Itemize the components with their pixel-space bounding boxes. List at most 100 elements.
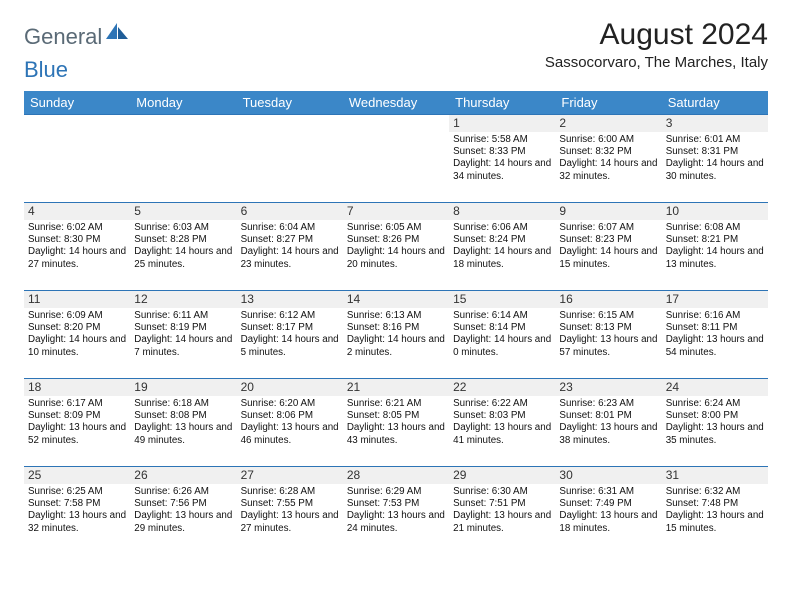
daylight-text: Daylight: 14 hours and 34 minutes. [453,158,551,182]
weekday-header: Wednesday [343,91,449,115]
day-number: 9 [555,203,661,220]
sunrise-text: Sunrise: 6:16 AM [666,310,764,322]
daylight-text: Daylight: 14 hours and 30 minutes. [666,158,764,182]
daylight-text: Daylight: 14 hours and 13 minutes. [666,246,764,270]
calendar-day-cell: 5Sunrise: 6:03 AMSunset: 8:28 PMDaylight… [130,203,236,291]
daylight-text: Daylight: 13 hours and 49 minutes. [134,422,232,446]
calendar-day-cell: 21Sunrise: 6:21 AMSunset: 8:05 PMDayligh… [343,379,449,467]
daylight-text: Daylight: 14 hours and 25 minutes. [134,246,232,270]
logo-sail-icon [106,23,128,46]
daylight-text: Daylight: 13 hours and 18 minutes. [559,510,657,534]
calendar-day-cell: 26Sunrise: 6:26 AMSunset: 7:56 PMDayligh… [130,467,236,555]
sunrise-text: Sunrise: 5:58 AM [453,134,551,146]
calendar-day-cell: 6Sunrise: 6:04 AMSunset: 8:27 PMDaylight… [237,203,343,291]
daylight-text: Daylight: 14 hours and 20 minutes. [347,246,445,270]
day-number: 10 [662,203,768,220]
daylight-text: Daylight: 13 hours and 41 minutes. [453,422,551,446]
sunset-text: Sunset: 8:24 PM [453,234,551,246]
daylight-text: Daylight: 13 hours and 52 minutes. [28,422,126,446]
daylight-text: Daylight: 14 hours and 27 minutes. [28,246,126,270]
daylight-text: Daylight: 14 hours and 0 minutes. [453,334,551,358]
title-block: August 2024 Sassocorvaro, The Marches, I… [545,18,768,71]
day-number: 6 [237,203,343,220]
day-number: 1 [449,115,555,132]
calendar-day-cell: 29Sunrise: 6:30 AMSunset: 7:51 PMDayligh… [449,467,555,555]
sunset-text: Sunset: 7:48 PM [666,498,764,510]
sunset-text: Sunset: 8:31 PM [666,146,764,158]
calendar-day-cell: 27Sunrise: 6:28 AMSunset: 7:55 PMDayligh… [237,467,343,555]
sunrise-text: Sunrise: 6:14 AM [453,310,551,322]
page-subtitle: Sassocorvaro, The Marches, Italy [545,54,768,71]
brand-part2: Blue [24,57,68,83]
day-number: 31 [662,467,768,484]
calendar-day-cell: 18Sunrise: 6:17 AMSunset: 8:09 PMDayligh… [24,379,130,467]
weekday-header: Saturday [662,91,768,115]
sunrise-text: Sunrise: 6:30 AM [453,486,551,498]
calendar-day-cell: 19Sunrise: 6:18 AMSunset: 8:08 PMDayligh… [130,379,236,467]
day-number: 22 [449,379,555,396]
day-number: 7 [343,203,449,220]
calendar-day-cell: 4Sunrise: 6:02 AMSunset: 8:30 PMDaylight… [24,203,130,291]
brand-part1: General [24,24,102,50]
sunset-text: Sunset: 7:53 PM [347,498,445,510]
sunset-text: Sunset: 8:03 PM [453,410,551,422]
calendar-day-cell: 8Sunrise: 6:06 AMSunset: 8:24 PMDaylight… [449,203,555,291]
sunrise-text: Sunrise: 6:07 AM [559,222,657,234]
calendar-day-cell: 25Sunrise: 6:25 AMSunset: 7:58 PMDayligh… [24,467,130,555]
calendar-day-cell: 16Sunrise: 6:15 AMSunset: 8:13 PMDayligh… [555,291,661,379]
daylight-text: Daylight: 13 hours and 21 minutes. [453,510,551,534]
sunset-text: Sunset: 8:01 PM [559,410,657,422]
sunrise-text: Sunrise: 6:31 AM [559,486,657,498]
sunset-text: Sunset: 8:27 PM [241,234,339,246]
weekday-header: Tuesday [237,91,343,115]
sunrise-text: Sunrise: 6:17 AM [28,398,126,410]
weekday-header: Sunday [24,91,130,115]
calendar-day-cell: 30Sunrise: 6:31 AMSunset: 7:49 PMDayligh… [555,467,661,555]
sunrise-text: Sunrise: 6:13 AM [347,310,445,322]
daylight-text: Daylight: 13 hours and 38 minutes. [559,422,657,446]
day-number: 17 [662,291,768,308]
calendar-week-row: 11 Sunrise: 6:09 AMSunset: 8:20 PM Dayligh… [24,291,768,379]
daylight-text: Daylight: 13 hours and 15 minutes. [666,510,764,534]
sunset-text: Sunset: 7:51 PM [453,498,551,510]
day-number: 28 [343,467,449,484]
sunset-text: Sunset: 8:08 PM [134,410,232,422]
sunrise-text: Sunrise: 6:09 AM [28,310,126,322]
day-number: 15 [449,291,555,308]
day-number: 13 [237,291,343,308]
day-number: 11 [24,291,130,308]
day-number: 30 [555,467,661,484]
calendar-day-cell [130,115,236,203]
daylight-text: Daylight: 14 hours and 7 minutes. [134,334,232,358]
calendar-day-cell: 9Sunrise: 6:07 AMSunset: 8:23 PMDaylight… [555,203,661,291]
weekday-header: Thursday [449,91,555,115]
calendar-day-cell: 24Sunrise: 6:24 AMSunset: 8:00 PMDayligh… [662,379,768,467]
day-number: 4 [24,203,130,220]
sunrise-text: Sunrise: 6:01 AM [666,134,764,146]
sunset-text: Sunset: 8:16 PM [347,322,445,334]
day-number: 24 [662,379,768,396]
calendar-day-cell: 17Sunrise: 6:16 AMSunset: 8:11 PMDayligh… [662,291,768,379]
weekday-header: Monday [130,91,236,115]
calendar-day-cell: 15Sunrise: 6:14 AMSunset: 8:14 PMDayligh… [449,291,555,379]
sunrise-text: Sunrise: 6:20 AM [241,398,339,410]
calendar-table: SundayMondayTuesdayWednesdayThursdayFrid… [24,91,768,555]
sunrise-text: Sunrise: 6:28 AM [241,486,339,498]
sunset-text: Sunset: 8:32 PM [559,146,657,158]
day-number: 26 [130,467,236,484]
calendar-header-row: SundayMondayTuesdayWednesdayThursdayFrid… [24,91,768,115]
sunset-text: Sunset: 7:58 PM [28,498,126,510]
calendar-day-cell [237,115,343,203]
day-number: 25 [24,467,130,484]
daylight-text: Daylight: 14 hours and 5 minutes. [241,334,339,358]
sunset-text: Sunset: 8:28 PM [134,234,232,246]
calendar-day-cell: 28Sunrise: 6:29 AMSunset: 7:53 PMDayligh… [343,467,449,555]
sunset-text: Sunset: 8:20 PM [28,322,126,334]
daylight-text: Daylight: 13 hours and 29 minutes. [134,510,232,534]
sunrise-text: Sunrise: 6:02 AM [28,222,126,234]
calendar-week-row: 1Sunrise: 5:58 AMSunset: 8:33 PMDaylight… [24,115,768,203]
day-number: 18 [24,379,130,396]
daylight-text: Daylight: 13 hours and 27 minutes. [241,510,339,534]
day-number: 27 [237,467,343,484]
calendar-day-cell: 20Sunrise: 6:20 AMSunset: 8:06 PMDayligh… [237,379,343,467]
